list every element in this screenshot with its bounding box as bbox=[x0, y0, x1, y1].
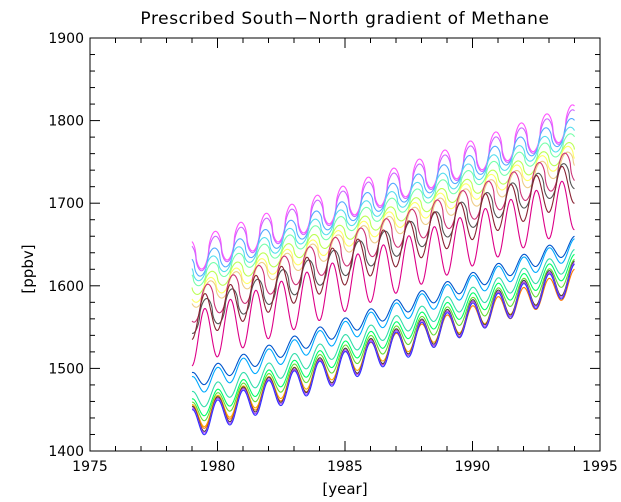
series-line-11 bbox=[191, 165, 575, 340]
series-line-3 bbox=[191, 117, 575, 277]
series-layer bbox=[191, 104, 576, 436]
series-line-18 bbox=[191, 263, 575, 428]
y-tick-label: 1700 bbox=[48, 196, 84, 212]
y-tick-label: 1600 bbox=[48, 279, 84, 295]
series-line-20 bbox=[191, 260, 575, 432]
series-line-10 bbox=[191, 163, 575, 334]
y-tick-label: 1800 bbox=[48, 114, 84, 130]
series-line-13 bbox=[191, 235, 575, 386]
series-line-15 bbox=[191, 248, 575, 408]
series-line-5 bbox=[191, 133, 575, 287]
series-line-12 bbox=[191, 180, 575, 367]
series-line-1 bbox=[191, 104, 575, 270]
series-line-16 bbox=[191, 253, 575, 417]
x-axis-label: [year] bbox=[322, 480, 368, 498]
plot-frame bbox=[89, 37, 601, 452]
x-tick-label: 1995 bbox=[582, 459, 618, 475]
series-line-17 bbox=[191, 258, 575, 422]
series-line-21 bbox=[191, 262, 575, 434]
series-line-4 bbox=[191, 126, 575, 282]
chart-title: Prescribed South−North gradient of Metha… bbox=[140, 9, 550, 29]
y-tick-label: 1400 bbox=[48, 444, 84, 460]
y-tick-label: 1500 bbox=[48, 361, 84, 377]
x-tick-label: 1975 bbox=[72, 459, 108, 475]
tick-layer: 1975 1980 1985 1990 1995 1400 1500 1600 1700 1800… bbox=[48, 31, 617, 475]
x-tick-label: 1990 bbox=[455, 459, 491, 475]
series-line-9 bbox=[191, 152, 575, 323]
series-line-7 bbox=[191, 145, 575, 303]
series-line-8 bbox=[191, 151, 576, 308]
x-tick-label: 1985 bbox=[327, 459, 363, 475]
x-tick-label: 1980 bbox=[200, 459, 236, 475]
series-line-14 bbox=[191, 238, 575, 393]
y-tick-label: 1900 bbox=[48, 31, 84, 47]
series-line-22 bbox=[191, 263, 575, 436]
